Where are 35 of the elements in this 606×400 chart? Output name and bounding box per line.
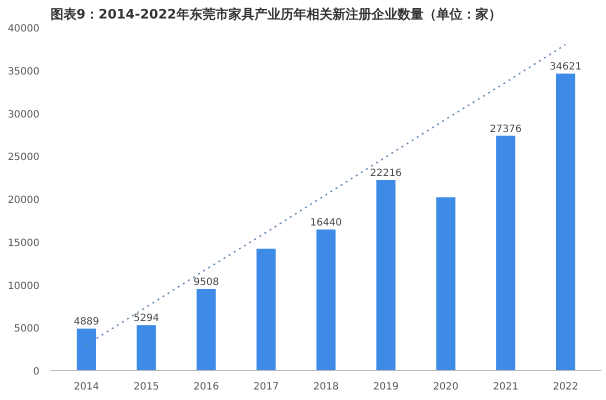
bar (196, 288, 216, 370)
x-tick-label: 2015 (134, 382, 160, 392)
y-tick-label: 10000 (8, 280, 40, 292)
data-label: 5294 (134, 313, 160, 324)
data-label: 22216 (370, 168, 402, 179)
bar (496, 136, 516, 370)
x-tick-label: 2018 (313, 382, 339, 392)
x-tick-label: 2014 (74, 382, 100, 392)
x-tick-label: 2017 (253, 382, 279, 392)
y-tick-label: 20000 (8, 195, 40, 206)
data-label: 16440 (310, 218, 342, 229)
bar (256, 248, 276, 370)
bar (76, 328, 96, 370)
y-tick-label: 25000 (8, 152, 40, 164)
bar (436, 197, 456, 370)
x-tick-label: 2020 (433, 382, 459, 392)
data-label: 27376 (490, 124, 522, 135)
data-label: 4889 (74, 316, 100, 328)
y-tick-label: 30000 (8, 109, 40, 120)
data-label: 34621 (550, 62, 582, 73)
y-tick-label: 15000 (8, 238, 40, 249)
bar (556, 74, 576, 370)
x-tick-label: 2021 (492, 382, 518, 392)
x-tick-label: 2022 (552, 382, 578, 392)
y-tick-label: 0 (33, 366, 40, 378)
y-tick-label: 5000 (14, 324, 40, 335)
chart-title: 图表9：2014-2022年东莞市家具产业历年相关新注册企业数量（单位：家） (50, 6, 502, 22)
bar (316, 230, 336, 370)
y-tick-label: 40000 (8, 24, 40, 34)
bar (376, 180, 396, 370)
bar (136, 325, 156, 370)
data-label: 9508 (193, 276, 219, 288)
x-tick-label: 2016 (193, 382, 219, 392)
y-tick-label: 35000 (8, 66, 40, 78)
x-tick-label: 2019 (373, 382, 399, 392)
